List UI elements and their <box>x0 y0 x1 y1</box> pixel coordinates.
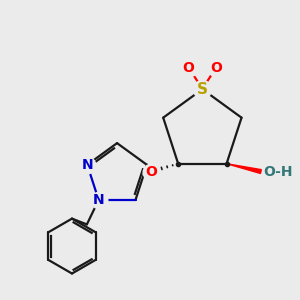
Polygon shape <box>226 164 261 173</box>
Text: O: O <box>145 164 157 178</box>
Text: N: N <box>81 158 93 172</box>
Text: N: N <box>93 193 104 207</box>
Text: O-H: O-H <box>263 164 292 178</box>
Text: O: O <box>210 61 222 75</box>
Text: O: O <box>183 61 195 75</box>
Text: S: S <box>197 82 208 97</box>
